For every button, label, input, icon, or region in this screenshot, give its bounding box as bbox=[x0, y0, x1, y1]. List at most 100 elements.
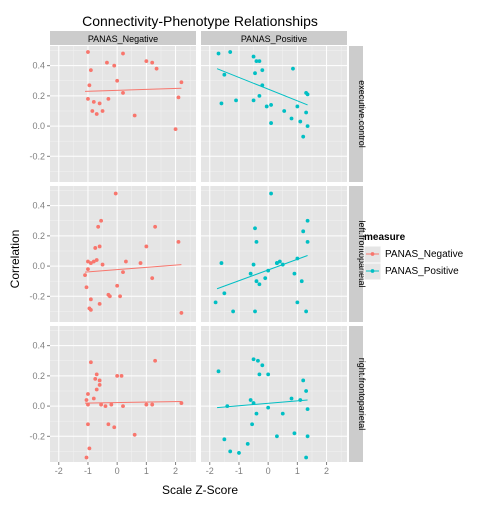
data-point bbox=[305, 124, 310, 128]
data-point bbox=[179, 401, 184, 405]
data-point bbox=[304, 90, 309, 95]
data-point bbox=[84, 398, 89, 402]
data-point bbox=[88, 68, 93, 73]
data-point bbox=[305, 240, 310, 244]
data-point bbox=[97, 301, 102, 306]
facet-strip-PANAS_Positive bbox=[201, 31, 347, 45]
panel-right.frontoparietal-PANAS_Positive bbox=[201, 326, 347, 462]
data-point bbox=[112, 425, 117, 430]
data-point bbox=[222, 437, 227, 442]
data-point bbox=[93, 376, 98, 381]
data-point bbox=[106, 96, 111, 101]
x-tick-label: 0 bbox=[266, 466, 271, 476]
data-point bbox=[260, 83, 265, 88]
data-point bbox=[86, 392, 90, 396]
data-point bbox=[115, 283, 120, 288]
data-point bbox=[115, 78, 120, 83]
x-axis-label: Scale Z-Score bbox=[162, 483, 238, 497]
data-point bbox=[106, 422, 111, 427]
regression-line bbox=[217, 399, 308, 409]
data-point bbox=[301, 134, 306, 139]
facet-panels: PANAS_Negative PANAS_Positive executive.co… bbox=[29, 31, 367, 476]
y-tick-label: 0.4 bbox=[32, 341, 45, 351]
y-tick-label: -0.2 bbox=[29, 431, 45, 441]
data-point bbox=[289, 396, 294, 401]
data-point bbox=[132, 432, 137, 437]
data-point bbox=[100, 262, 105, 267]
facet-strip-label: PANAS_Negative bbox=[88, 34, 158, 44]
data-point bbox=[132, 113, 137, 118]
data-point bbox=[245, 441, 250, 446]
data-point bbox=[88, 360, 93, 365]
data-point bbox=[150, 60, 155, 65]
data-point bbox=[84, 455, 89, 460]
x-tick-label: 1 bbox=[295, 466, 300, 476]
data-point bbox=[113, 191, 118, 196]
data-point bbox=[260, 68, 265, 73]
data-point bbox=[96, 224, 101, 229]
panel-background bbox=[50, 326, 196, 462]
data-point bbox=[251, 262, 256, 267]
data-point bbox=[86, 259, 90, 264]
x-tick-label: -2 bbox=[55, 466, 63, 476]
data-point bbox=[257, 93, 262, 98]
facet-strip-label: right.frontoparietal bbox=[357, 358, 367, 431]
data-point bbox=[97, 378, 102, 383]
data-point bbox=[112, 63, 117, 68]
data-point bbox=[292, 271, 297, 276]
data-point bbox=[86, 267, 90, 272]
data-point bbox=[251, 357, 256, 362]
data-point bbox=[121, 51, 125, 56]
panel-executive.control-PANAS_Positive bbox=[201, 46, 347, 182]
data-point bbox=[254, 240, 259, 244]
panel-background bbox=[201, 46, 347, 182]
data-point bbox=[237, 451, 241, 455]
panel-background bbox=[201, 186, 347, 322]
y-axis-label: Correlation bbox=[8, 230, 22, 289]
y-tick-label: -0.2 bbox=[29, 291, 45, 301]
x-tick-label: 2 bbox=[324, 466, 329, 476]
data-point bbox=[263, 276, 268, 281]
data-point bbox=[83, 273, 87, 278]
y-tick-label: 0.0 bbox=[32, 401, 45, 411]
data-point bbox=[124, 259, 128, 264]
data-point bbox=[94, 112, 99, 116]
data-point bbox=[304, 455, 309, 460]
panel-background bbox=[50, 186, 196, 322]
data-point bbox=[280, 411, 285, 416]
y-tick-label: 0.4 bbox=[32, 61, 45, 71]
data-point bbox=[109, 402, 114, 407]
data-point bbox=[264, 104, 269, 109]
data-point bbox=[222, 72, 227, 77]
data-point bbox=[253, 71, 257, 76]
data-point bbox=[298, 119, 303, 124]
data-point bbox=[93, 246, 98, 250]
data-point bbox=[86, 402, 90, 407]
data-point bbox=[118, 294, 122, 299]
data-point bbox=[280, 262, 285, 267]
data-point bbox=[179, 311, 184, 315]
data-point bbox=[86, 50, 90, 54]
facet-strip-label: left.frontoparietal bbox=[357, 220, 367, 287]
data-point bbox=[97, 383, 102, 387]
data-point bbox=[176, 240, 181, 244]
data-point bbox=[299, 279, 304, 284]
data-point bbox=[99, 218, 103, 223]
regression-line bbox=[85, 264, 182, 273]
data-point bbox=[153, 358, 158, 363]
data-point bbox=[216, 369, 221, 374]
data-point bbox=[88, 261, 93, 265]
data-point bbox=[87, 83, 92, 88]
data-point bbox=[88, 308, 93, 312]
data-point bbox=[269, 103, 273, 107]
y-tick-label: 0.4 bbox=[32, 201, 45, 211]
data-point bbox=[153, 224, 158, 229]
legend-label: PANAS_Positive bbox=[385, 266, 459, 277]
data-point bbox=[87, 446, 92, 451]
data-point bbox=[251, 401, 256, 405]
data-point bbox=[150, 276, 155, 281]
facet-strip-right.frontoparietal bbox=[349, 326, 363, 462]
y-tick-label: 0.2 bbox=[32, 91, 45, 101]
facet-strip-PANAS_Negative bbox=[50, 31, 196, 45]
data-point bbox=[138, 261, 143, 265]
